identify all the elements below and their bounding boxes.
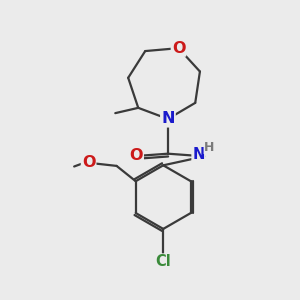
Text: O: O bbox=[82, 155, 95, 170]
Text: Cl: Cl bbox=[155, 254, 171, 269]
Text: methoxy: methoxy bbox=[45, 133, 52, 134]
Text: N: N bbox=[192, 147, 205, 162]
Text: H: H bbox=[204, 141, 214, 154]
Text: N: N bbox=[161, 111, 175, 126]
Text: O: O bbox=[129, 148, 143, 163]
Text: O: O bbox=[172, 41, 185, 56]
